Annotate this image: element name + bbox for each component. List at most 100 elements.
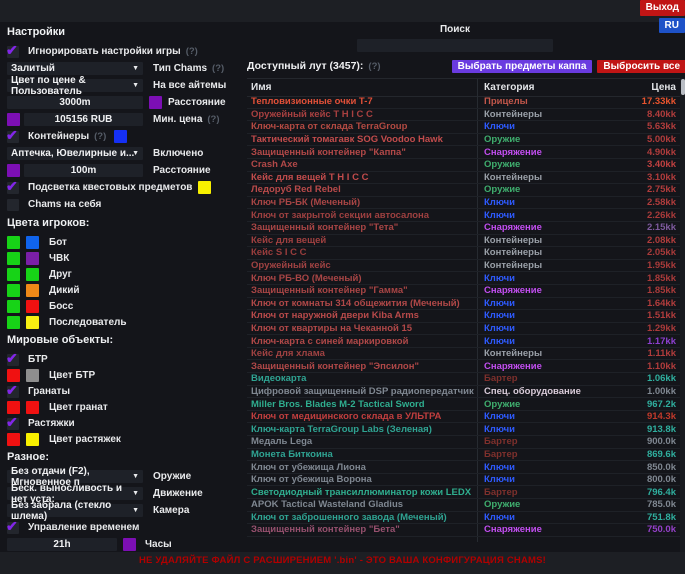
table-scrollbar[interactable] — [680, 78, 685, 552]
distance2-input[interactable]: 100m — [24, 164, 143, 177]
min-price-color-swatch[interactable] — [7, 113, 20, 126]
table-row[interactable]: Crash Axe Оружие 3.40kk — [247, 158, 680, 172]
search-input[interactable] — [357, 39, 553, 52]
table-row[interactable]: Светодиодный трансиллюминатор кожи LEDX … — [247, 486, 680, 499]
table-row[interactable]: Ключ от убежища Ворона Ключи 800.0k — [247, 473, 680, 487]
distance-input[interactable]: 3000m — [7, 96, 143, 109]
loot-item-name: Ключ от закрытой секции автосалона — [251, 209, 430, 221]
exit-button[interactable]: Выход — [639, 0, 685, 16]
table-row[interactable]: Тактический томагавк SOG Voodoo Hawk Ору… — [247, 133, 680, 147]
table-row[interactable]: Ледоруб Red Rebel Оружие 2.75kk — [247, 184, 680, 197]
player-color-swatch-2[interactable] — [26, 284, 39, 297]
weapon-dropdown[interactable]: Без отдачи (F2), Мгновенное п ▼ — [7, 466, 143, 488]
player-color-swatch-2[interactable] — [26, 268, 39, 281]
table-row[interactable]: Защищенный контейнер "Каппа" Снаряжение … — [247, 146, 680, 159]
loot-item-category: Оружие — [477, 158, 612, 171]
hours-label: Часы — [145, 539, 172, 550]
table-row[interactable]: Защищенный контейнер "Эпсилон" Снаряжени… — [247, 360, 680, 374]
table-row[interactable]: Кейс для вещей T H I C C Контейнеры 3.10… — [247, 171, 680, 185]
table-row[interactable]: Ключ от комнаты 314 общежития (Меченый) … — [247, 297, 680, 311]
table-row[interactable]: Ключ РБ-ВО (Меченый) Ключи 1.85kk — [247, 272, 680, 285]
table-row[interactable]: Miller Bros. Blades M-2 Tactical Sword О… — [247, 398, 680, 411]
player-color-swatch-1[interactable] — [7, 316, 20, 329]
checkbox-self-chams[interactable] — [7, 198, 19, 211]
min-price-input[interactable]: 105156 RUB — [24, 113, 143, 126]
player-color-swatch-1[interactable] — [7, 236, 20, 249]
select-kappa-items-button[interactable]: Выбрать предметы каппа — [451, 59, 593, 73]
table-row[interactable]: Ключ от квартиры на Чеканной 15 Ключи 1.… — [247, 322, 680, 336]
player-color-swatch-2[interactable] — [26, 236, 39, 249]
table-row[interactable]: Ключ РБ-БК (Меченый) Ключи 2.58kk — [247, 196, 680, 210]
checkbox-containers[interactable] — [6, 127, 19, 144]
table-row[interactable]: Тепловизионные очки T-7 Прицелы 17.33kk — [247, 96, 680, 109]
table-row[interactable]: Медаль Lega Бартер 900.0k — [247, 436, 680, 449]
checkbox-grenades[interactable] — [6, 382, 19, 399]
color-mode-dropdown[interactable]: Цвет по цене & Пользователь ▼ — [7, 75, 143, 97]
btr-color-swatch-1[interactable] — [7, 369, 20, 382]
player-color-swatch-1[interactable] — [7, 252, 20, 265]
loot-item-price: 1.17kk — [646, 335, 676, 347]
table-row[interactable]: Монета Биткоина Бартер 869.6k — [247, 448, 680, 462]
checkbox-quest-highlight[interactable] — [6, 178, 19, 195]
loot-item-category: Контейнеры — [477, 259, 612, 272]
item-filter-dropdown[interactable]: Аптечка, Ювелирные и... ▼ — [7, 147, 143, 160]
camera-dropdown[interactable]: Без забрала (стекло шлема) ▼ — [7, 500, 143, 522]
player-color-swatch-1[interactable] — [7, 300, 20, 313]
player-color-swatch-1[interactable] — [7, 284, 20, 297]
table-row[interactable]: Оружейный кейс T H I C C Контейнеры 8.40… — [247, 108, 680, 122]
help-icon[interactable]: (?) — [368, 60, 381, 72]
btr-color-swatch-2[interactable] — [26, 369, 39, 382]
help-icon[interactable]: (?) — [207, 114, 220, 125]
table-row[interactable]: Защищенный контейнер "Гамма" Снаряжение … — [247, 284, 680, 298]
column-header-price[interactable]: Цена — [651, 82, 676, 93]
table-row[interactable]: Ключ-карта TerraGroup Labs (Зеленая) Клю… — [247, 423, 680, 437]
checkbox-btr[interactable] — [6, 350, 19, 367]
distance-color-swatch[interactable] — [149, 96, 162, 109]
player-color-swatch-2[interactable] — [26, 300, 39, 313]
table-row[interactable]: Ключ-карта с синей маркировкой Ключи 1.1… — [247, 335, 680, 348]
checkbox-tripwires[interactable] — [6, 414, 19, 431]
table-row[interactable]: Защищенный контейнер "Тета" Снаряжение 2… — [247, 221, 680, 235]
movement-dropdown[interactable]: Беск. выносливость и нет уста: ▼ — [7, 483, 143, 505]
help-icon[interactable]: (?) — [185, 46, 198, 57]
checkbox-time-control[interactable] — [6, 518, 19, 535]
table-row[interactable]: Цифровой защищенный DSP радиопередатчик … — [247, 385, 680, 399]
grenade-color-swatch-2[interactable] — [26, 401, 39, 414]
table-row[interactable]: Кейс для хлама Контейнеры 1.11kk — [247, 347, 680, 361]
table-row[interactable]: Ключ от медицинского склада в УЛЬТРА Клю… — [247, 410, 680, 424]
help-icon[interactable]: (?) — [212, 63, 225, 74]
table-row[interactable]: Ключ от заброшенного завода (Меченый) Кл… — [247, 511, 680, 525]
help-icon[interactable]: (?) — [94, 131, 107, 142]
grenade-color-swatch-1[interactable] — [7, 401, 20, 414]
chams-type-dropdown[interactable]: Залитый ▼ — [7, 62, 143, 75]
table-row[interactable]: Кейс для вещей Контейнеры 2.08kk — [247, 234, 680, 248]
drop-all-button[interactable]: Выбросить все — [597, 59, 685, 73]
hours-color-swatch[interactable] — [123, 538, 136, 551]
player-color-swatch-2[interactable] — [26, 252, 39, 265]
language-button[interactable]: RU — [658, 18, 685, 33]
checkbox-ignore-game[interactable] — [6, 42, 19, 59]
table-row[interactable]: APOK Tactical Wasteland Gladius Оружие 7… — [247, 499, 680, 512]
table-row[interactable] — [247, 536, 680, 542]
distance2-color-swatch[interactable] — [7, 164, 20, 177]
table-row[interactable]: Ключ от наружной двери Kiba Arms Ключи 1… — [247, 310, 680, 323]
loot-item-name: Ключ от квартиры на Чеканной 15 — [251, 322, 413, 334]
table-row[interactable]: Ключ от убежища Лиона Ключи 850.0k — [247, 461, 680, 474]
table-row[interactable]: Ключ от закрытой секции автосалона Ключи… — [247, 209, 680, 222]
column-header-name[interactable]: Имя — [251, 82, 272, 93]
quest-color-swatch[interactable] — [198, 181, 212, 194]
table-row[interactable]: Кейс S I C C Контейнеры 2.05kk — [247, 247, 680, 260]
player-color-swatch-1[interactable] — [7, 268, 20, 281]
table-row[interactable]: Защищенный контейнер "Бета" Снаряжение 7… — [247, 524, 680, 537]
quest-highlight-label: Подсветка квестовых предметов — [28, 182, 193, 193]
scrollbar-thumb[interactable] — [681, 79, 685, 95]
containers-color-swatch[interactable] — [114, 130, 128, 143]
column-header-category[interactable]: Категория — [477, 79, 612, 96]
tripwire-color-swatch-1[interactable] — [7, 433, 20, 446]
table-row[interactable]: Видеокарта Бартер 1.06kk — [247, 373, 680, 386]
hours-input[interactable]: 21h — [7, 538, 117, 551]
tripwire-color-swatch-2[interactable] — [26, 433, 39, 446]
player-color-swatch-2[interactable] — [26, 316, 39, 329]
table-row[interactable]: Оружейный кейс Контейнеры 1.95kk — [247, 259, 680, 273]
table-row[interactable]: Ключ-карта от склада TerraGroup Ключи 5.… — [247, 121, 680, 134]
